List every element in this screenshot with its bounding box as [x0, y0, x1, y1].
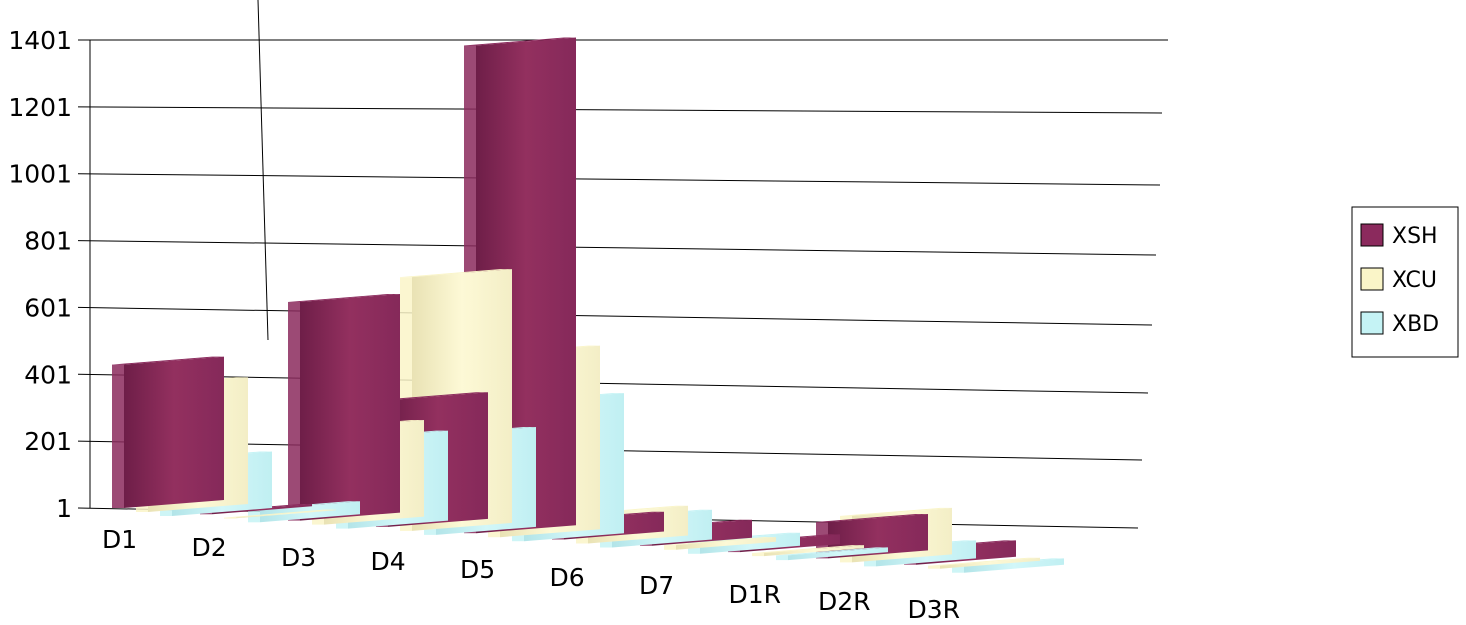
- bar-front: [664, 545, 676, 550]
- bar-top: [776, 547, 888, 556]
- back-wall-line: [257, 0, 269, 341]
- bar-front: [952, 566, 964, 573]
- legend-label-XSH: XSH: [1392, 224, 1438, 249]
- bar-front: [288, 301, 300, 521]
- legend-swatch-XCU: [1360, 267, 1384, 291]
- gridline: [77, 306, 1153, 326]
- y-tick-label: 1001: [8, 160, 72, 189]
- bar-XBD-D1R: [776, 547, 888, 561]
- bar-XCU-D1R: [752, 545, 864, 557]
- x-tick-label: D2R: [818, 587, 871, 616]
- bar-side: [236, 509, 336, 519]
- bar-front: [112, 364, 124, 508]
- bar-top: [224, 509, 336, 518]
- bar-top: [464, 37, 576, 46]
- bar-side: [676, 537, 776, 550]
- bar-side: [788, 547, 888, 561]
- bar-top: [840, 507, 952, 516]
- y-tick-label: 1: [56, 494, 72, 523]
- bar-top: [400, 269, 512, 278]
- gridline: [77, 373, 1149, 394]
- bar-top: [664, 537, 776, 546]
- y-tick-label: 801: [24, 227, 72, 256]
- y-tick-label: 201: [24, 427, 72, 456]
- bar-XCU-D2: [224, 509, 336, 519]
- bar-XCU-D7: [664, 537, 776, 550]
- bar-XSH-D3: [288, 293, 400, 521]
- legend: XSH XCU XBD: [1351, 206, 1459, 358]
- bar-top: [752, 545, 864, 554]
- bar-side: [300, 293, 400, 521]
- x-tick-label: D1: [102, 525, 137, 554]
- legend-label-XCU: XCU: [1392, 268, 1437, 293]
- bar-front: [928, 565, 940, 569]
- x-tick-label: D5: [460, 555, 495, 584]
- bar-top: [376, 392, 488, 401]
- bars: [112, 37, 1064, 573]
- bar-side: [764, 545, 864, 557]
- bar-front: [752, 553, 764, 557]
- legend-swatch-XBD: [1360, 311, 1384, 335]
- x-tick-label: D6: [550, 563, 585, 592]
- y-tick-label: 601: [24, 293, 72, 322]
- y-tick-label: 1201: [8, 93, 72, 122]
- bar-side: [964, 558, 1064, 573]
- bar-front: [776, 555, 788, 561]
- gridlines: [77, 39, 1168, 529]
- gridline: [77, 240, 1157, 256]
- legend-swatch-XSH: [1360, 223, 1384, 247]
- bar-front: [224, 517, 236, 519]
- bar-top: [928, 557, 1040, 566]
- x-tick-label: D3R: [908, 595, 961, 624]
- bar-side: [940, 557, 1040, 569]
- bar-top: [112, 356, 224, 365]
- bar-top: [288, 293, 400, 302]
- x-tick-label: D7: [639, 571, 674, 600]
- y-tick-label: 401: [24, 360, 72, 389]
- legend-label-XBD: XBD: [1392, 312, 1439, 337]
- x-axis-labels: D1 D2 D3 D4 D5 D6 D7 D1R D2R D3R: [102, 525, 960, 624]
- x-tick-label: D4: [371, 547, 406, 576]
- bar-side: [212, 503, 312, 515]
- bar-top: [816, 513, 928, 522]
- x-tick-label: D1R: [729, 580, 782, 609]
- bar-XCU-D3R: [928, 557, 1040, 569]
- bar-XSH-D1: [112, 356, 224, 508]
- bar-side: [124, 356, 224, 508]
- x-tick-label: D2: [192, 533, 227, 562]
- y-tick-label: 1401: [8, 26, 72, 55]
- x-tick-label: D3: [281, 543, 316, 572]
- gridline: [77, 106, 1163, 114]
- gridline: [77, 173, 1161, 186]
